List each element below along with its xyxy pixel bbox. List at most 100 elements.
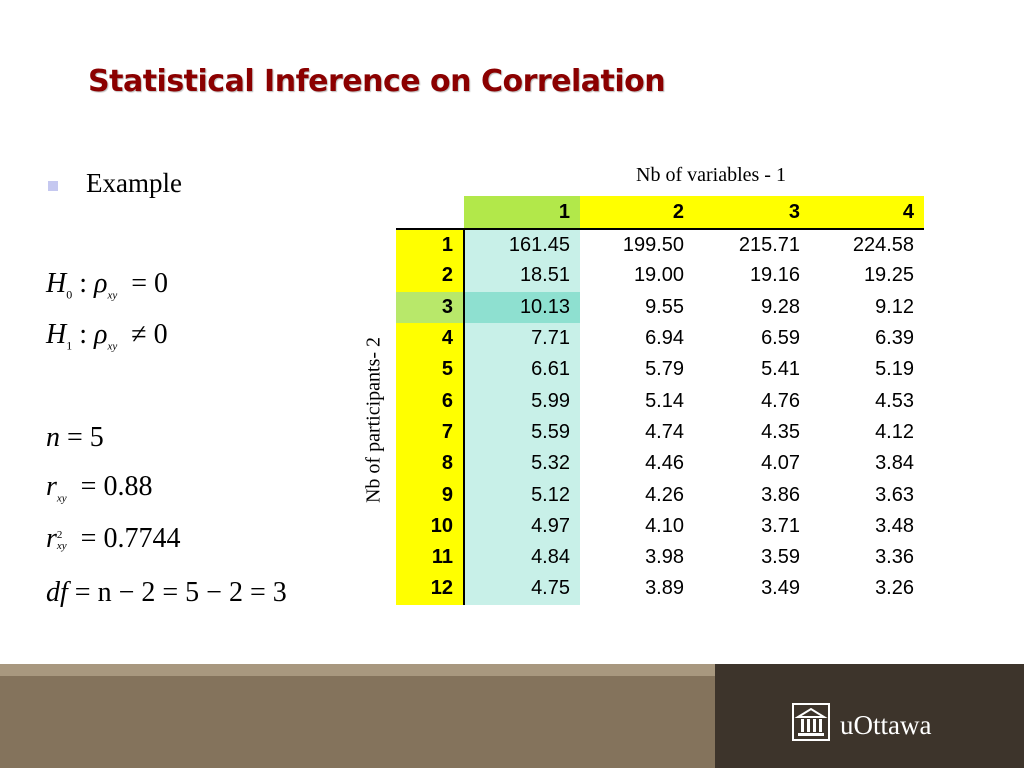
h1-subscript: 1: [66, 338, 73, 353]
table-cell: 3.89: [645, 577, 684, 600]
table-cell: 4.84: [464, 541, 580, 574]
column-header: 3: [694, 196, 810, 230]
column-header: 1: [464, 196, 580, 230]
h1-symbol: H: [46, 319, 67, 350]
h1-colon: :: [79, 319, 88, 350]
table-row: 10 4.97 4.10 3.71 3.48: [396, 510, 924, 542]
table-cell: 9.55: [580, 291, 694, 323]
table-cell: 224.58: [852, 233, 914, 256]
table-row: 6 5.99 5.14 4.76 4.53: [396, 385, 924, 417]
table-cell: 9.12: [810, 291, 924, 323]
table-cell: 18.51: [464, 260, 580, 292]
table-cell: 4.74: [645, 420, 684, 443]
h0-relation: =: [131, 268, 148, 299]
slide-title: Statistical Inference on Correlation: [88, 64, 666, 99]
table-row: 7 5.59 4.74 4.35 4.12: [396, 416, 924, 449]
table-cell: 4.97: [464, 510, 580, 542]
h0-value: 0: [154, 268, 169, 299]
correlation-r: rxy = 0.88: [46, 473, 152, 505]
table-cell: 3.36: [875, 546, 914, 569]
table-row: 5 6.61 5.79 5.41 5.19: [396, 354, 924, 386]
h0-colon: :: [79, 268, 88, 299]
column-header: 4: [810, 196, 924, 230]
r2-symbol: r: [46, 523, 57, 554]
table-cell: 3.48: [875, 514, 914, 537]
table-cell: 4.76: [761, 389, 800, 412]
df-symbol: df: [46, 577, 68, 608]
r-sub: xy: [56, 492, 67, 505]
n-value: 5: [89, 422, 104, 453]
row-header: 4: [396, 322, 465, 355]
table-row: 3 10.13 9.55 9.28 9.12: [396, 291, 924, 323]
table-cell: 161.45: [464, 229, 580, 261]
row-header: 11: [396, 541, 465, 574]
r2-sub: xy: [56, 539, 67, 552]
table-cell: 9.28: [694, 291, 810, 323]
df-expression: = n − 2 = 5 − 2 = 3: [74, 577, 287, 608]
table-cell: 4.26: [645, 483, 684, 506]
r2-sup: 2: [56, 528, 63, 541]
r2-value: 0.7744: [103, 523, 181, 554]
row-header: 2: [396, 260, 465, 292]
table-row: 4 7.71 6.94 6.59 6.39: [396, 322, 924, 355]
table-cell: 3.59: [761, 546, 800, 569]
row-axis-label: Nb of participants- 2: [362, 336, 385, 504]
table-cell: 4.35: [761, 420, 800, 443]
r2-relation: =: [80, 523, 97, 554]
table-cell: 6.39: [875, 327, 914, 350]
row-header: 12: [396, 573, 465, 605]
table-cell: 6.61: [464, 354, 580, 386]
table-cell: 4.46: [645, 452, 684, 475]
column-axis-label: Nb of variables - 1: [636, 164, 786, 186]
table-cell: 5.99: [464, 385, 580, 417]
table-cell: 5.32: [464, 448, 580, 480]
h0-symbol: H: [46, 268, 67, 299]
table-row: 2 18.51 19.00 19.16 19.25: [396, 260, 924, 292]
correlation-r-squared: r 2 xy = 0.7744: [46, 525, 180, 553]
table-row: 12 4.75 3.89 3.49 3.26: [396, 573, 924, 605]
h1-value: 0: [153, 319, 168, 350]
row-header: 1: [396, 229, 465, 261]
h0-rho-sub: xy: [107, 289, 118, 302]
n-relation: =: [67, 422, 83, 453]
sample-size: n = 5: [46, 424, 104, 452]
bullet-square-icon: [48, 181, 58, 191]
r-relation: =: [80, 471, 97, 502]
table-row: 11 4.84 3.98 3.59 3.36: [396, 541, 924, 574]
h1-rho: ρ: [94, 319, 108, 350]
n-symbol: n: [46, 422, 60, 453]
table-cell: 5.41: [761, 358, 800, 381]
table-cell: 5.14: [645, 389, 684, 412]
table-cell: 5.19: [875, 358, 914, 381]
row-header: 5: [396, 354, 465, 386]
h0-rho: ρ: [94, 268, 108, 299]
table-cell: 215.71: [738, 233, 800, 256]
degrees-of-freedom: df = n − 2 = 5 − 2 = 3: [46, 579, 287, 607]
table-cell: 19.16: [749, 264, 800, 287]
row-header: 6: [396, 385, 465, 417]
hypothesis-null: H0 : ρxy = 0: [46, 270, 168, 302]
f-distribution-table: 1 2 3 4 1 161.45 199.50 215.71 224.58 2 18.51 19.00…: [396, 196, 924, 605]
hypothesis-alternative: H1 : ρxy ≠ 0: [46, 321, 168, 353]
row-header: 9: [396, 479, 465, 511]
table-cell: 19.00: [633, 264, 684, 287]
table-cell: 3.86: [761, 483, 800, 506]
table-cell: 4.75: [464, 573, 580, 605]
row-header: 7: [396, 416, 465, 449]
column-header: 2: [580, 196, 694, 230]
table-cell: 3.49: [761, 577, 800, 600]
table-cell: 6.59: [761, 327, 800, 350]
row-header: 10: [396, 510, 465, 542]
table-row: 9 5.12 4.26 3.86 3.63: [396, 479, 924, 511]
table-row: 1 161.45 199.50 215.71 224.58: [396, 229, 924, 261]
h0-subscript: 0: [66, 287, 73, 302]
table-cell: 4.07: [761, 452, 800, 475]
table-corner-cell: [396, 196, 464, 230]
table-cell: 3.26: [875, 577, 914, 600]
h1-rho-sub: xy: [107, 340, 118, 353]
h1-relation: ≠: [131, 319, 147, 350]
footer-logo-block: [715, 664, 1024, 768]
table-cell: 4.10: [645, 514, 684, 537]
table-cell: 5.79: [645, 358, 684, 381]
